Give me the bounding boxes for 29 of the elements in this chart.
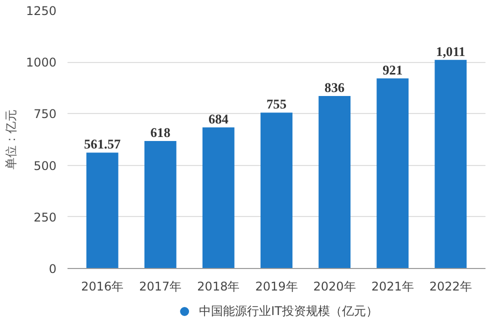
x-tick-label: 2019年 bbox=[255, 280, 298, 294]
x-tick-label: 2022年 bbox=[429, 280, 472, 294]
data-label: 921 bbox=[382, 62, 403, 78]
data-label: 836 bbox=[324, 80, 345, 95]
data-label: 684 bbox=[208, 111, 229, 126]
bar bbox=[260, 112, 292, 268]
y-tick-label: 1000 bbox=[26, 56, 57, 70]
y-tick-label: 250 bbox=[34, 210, 56, 224]
bar bbox=[318, 96, 351, 268]
legend-label: 中国能源行业IT投资规模（亿元） bbox=[199, 302, 378, 320]
x-tick-label: 2021年 bbox=[371, 280, 414, 294]
y-tick-label: 1250 bbox=[26, 4, 57, 18]
y-tick-label: 500 bbox=[34, 158, 56, 173]
data-label: 755 bbox=[266, 96, 287, 112]
data-label: 561.57 bbox=[84, 136, 121, 152]
y-axis-title: 单位：亿元 bbox=[4, 110, 18, 170]
y-tick-label: 750 bbox=[34, 107, 56, 122]
bar bbox=[434, 60, 467, 268]
data-label: 618 bbox=[150, 124, 171, 140]
x-tick-label: 2017年 bbox=[139, 280, 182, 294]
bar bbox=[86, 152, 118, 268]
x-tick-label: 2016年 bbox=[81, 280, 124, 294]
bar bbox=[144, 140, 176, 268]
x-tick-label: 2018年 bbox=[197, 280, 240, 294]
y-tick-label: 0 bbox=[48, 262, 57, 276]
data-label: 1,011 bbox=[436, 44, 466, 59]
x-tick-label: 2020年 bbox=[313, 280, 356, 294]
bar bbox=[202, 127, 234, 268]
bar bbox=[376, 78, 409, 268]
